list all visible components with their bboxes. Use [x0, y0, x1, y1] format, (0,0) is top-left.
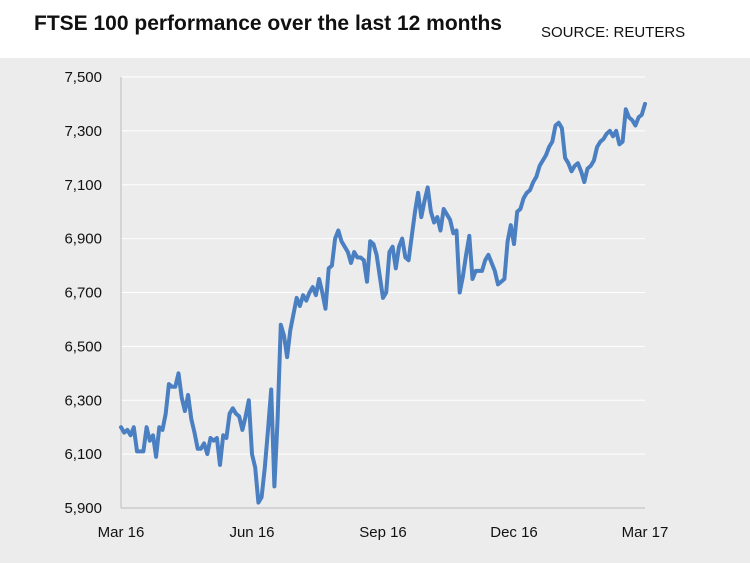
y-tick-label: 6,700: [64, 285, 102, 302]
y-tick-label: 6,100: [64, 446, 102, 463]
source-label: SOURCE: REUTERS: [541, 24, 686, 41]
y-tick-label: 7,500: [64, 69, 102, 86]
x-tick-label: Mar 17: [622, 524, 669, 541]
y-tick-label: 6,900: [64, 231, 102, 248]
x-tick-label: Jun 16: [229, 524, 274, 541]
plot-background: [0, 58, 750, 563]
y-tick-label: 7,100: [64, 177, 102, 194]
x-tick-label: Dec 16: [490, 524, 538, 541]
series-line-ftse-100: [119, 101, 647, 505]
y-tick-label: 5,900: [64, 500, 102, 517]
x-tick-label: Mar 16: [98, 524, 145, 541]
header: FTSE 100 performance over the last 12 mo…: [0, 0, 750, 58]
y-tick-label: 6,300: [64, 392, 102, 409]
chart-title: FTSE 100 performance over the last 12 mo…: [34, 12, 502, 35]
y-tick-label: 7,300: [64, 123, 102, 140]
x-tick-label: Sep 16: [359, 524, 407, 541]
y-tick-label: 6,500: [64, 338, 102, 355]
